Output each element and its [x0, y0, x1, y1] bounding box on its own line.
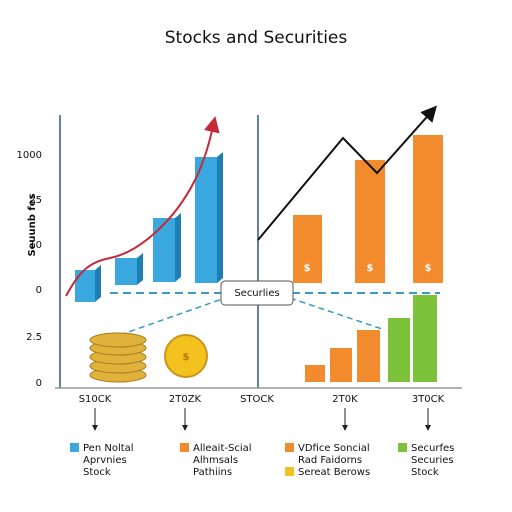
dollar-sign: $ [304, 263, 311, 274]
title: Stocks and Securities [165, 28, 348, 48]
y-label: 2.5 [26, 332, 42, 343]
x-label: 2T0K [332, 394, 358, 405]
legend-text: Alleait-Scial [193, 443, 252, 454]
x-label: 3T0CK [412, 394, 445, 405]
legend-text: Stock [83, 467, 111, 478]
y-label: 1000 [17, 150, 42, 161]
dollar-sign: $ [425, 263, 432, 274]
y-label: 25 [29, 195, 42, 206]
legend-swatch [285, 467, 294, 476]
blue-bars [75, 152, 223, 302]
center-box [220, 280, 294, 306]
legend: Pen NoltalAprvniesStockAlleait-ScialAlhm… [70, 443, 454, 478]
trend-arrow [65, 116, 220, 297]
connector [119, 297, 386, 336]
x-label: S10CK [79, 394, 112, 405]
legend-swatch [285, 443, 294, 452]
x-labels: S10CK 2T0ZK STOCK 2T0K 3T0CK [79, 394, 445, 431]
coin-symbol: $ [183, 352, 190, 363]
legend-text: Pathiins [193, 467, 232, 478]
orange-bars [293, 135, 443, 283]
legend-text: Alhmsals [193, 455, 238, 466]
dollar-signs: $ $ $ [304, 263, 432, 274]
x-label: STOCK [240, 394, 274, 405]
legend-swatch [70, 443, 79, 452]
growth-arrow [257, 105, 437, 241]
x-label: 2T0ZK [169, 394, 202, 405]
legend-text: Rad Faidorns [298, 455, 362, 466]
axes [55, 115, 462, 389]
y-axis-label: Seuunb fes [27, 193, 38, 256]
legend-text: Aprvnies [83, 455, 127, 466]
coin [164, 334, 208, 378]
legend-swatch [180, 443, 189, 452]
legend-swatch [398, 443, 407, 452]
coin-stack [89, 332, 147, 383]
dollar-sign: $ [367, 263, 374, 274]
legend-text: Sereat Berows [298, 467, 370, 478]
legend-text: Securies [411, 455, 454, 466]
y-label: 10 [29, 240, 42, 251]
small-bars [305, 295, 437, 382]
y-label: 0 [36, 285, 42, 296]
y-labels: 1000 25 10 0 2.5 0 [17, 150, 42, 389]
center-label: Securlies [234, 288, 279, 299]
legend-text: Securfes [411, 443, 454, 454]
legend-text: VDfice Soncial [298, 443, 370, 454]
legend-text: Pen Noltal [83, 443, 134, 454]
y-label: 0 [36, 378, 42, 389]
legend-text: Stock [411, 467, 439, 478]
